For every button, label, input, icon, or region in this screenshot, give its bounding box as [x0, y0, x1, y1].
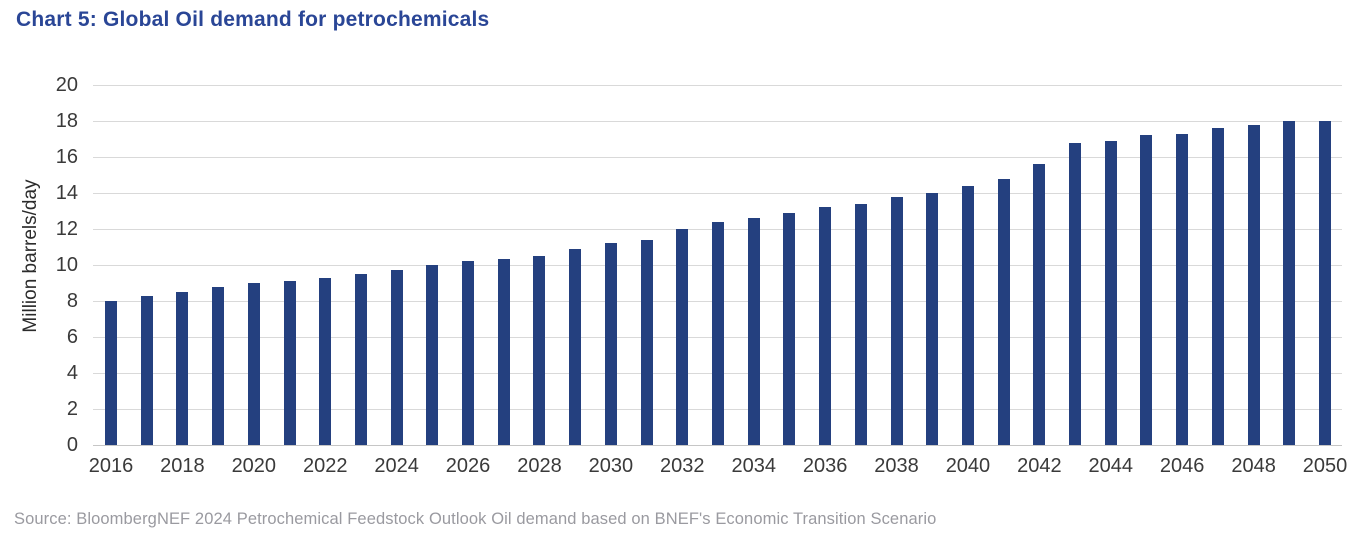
y-tick-label: 12	[55, 218, 78, 240]
bar-2016	[105, 301, 117, 445]
bar-2042	[1033, 164, 1046, 445]
bar-2020	[247, 283, 260, 445]
bar-2034	[747, 218, 760, 445]
x-tick-label: 2030	[588, 455, 634, 477]
bar-2023	[354, 274, 367, 445]
gridline	[93, 157, 1342, 158]
y-tick-label: 0	[66, 434, 78, 456]
bar-2040	[961, 185, 974, 445]
bar-2050	[1319, 121, 1331, 445]
bar-2038	[890, 196, 903, 445]
x-tick-label: 2016	[88, 455, 134, 477]
x-tick-label: 2050	[1302, 455, 1348, 477]
source-note: Source: BloombergNEF 2024 Petrochemical …	[14, 510, 937, 528]
x-tick-label: 2048	[1231, 455, 1276, 477]
bar-2041	[997, 178, 1010, 445]
bar-2047	[1211, 128, 1224, 445]
x-tick-label: 2046	[1159, 455, 1205, 477]
bar-2018	[176, 292, 189, 445]
bar-2026	[462, 261, 475, 445]
y-tick-label: 14	[55, 182, 78, 204]
y-tick-label: 8	[66, 290, 78, 312]
bar-2035	[783, 212, 796, 445]
y-tick-label: 6	[66, 326, 78, 348]
bar-2024	[390, 270, 403, 445]
bar-2025	[426, 265, 439, 445]
y-tick-label: 20	[55, 74, 78, 96]
gridline	[93, 121, 1342, 122]
x-tick-label: 2018	[160, 455, 205, 477]
bar-2039	[926, 193, 939, 445]
bar-2044	[1104, 140, 1117, 445]
x-axis-line	[93, 445, 1342, 446]
x-tick-label: 2036	[802, 455, 848, 477]
bar-2017	[140, 295, 153, 445]
chart-title: Chart 5: Global Oil demand for petrochem…	[16, 8, 490, 31]
y-tick-label: 4	[66, 362, 78, 384]
x-tick-label: 2044	[1088, 455, 1134, 477]
x-tick-label: 2034	[731, 455, 776, 477]
x-tick-label: 2020	[231, 455, 277, 477]
y-tick-label: 18	[55, 110, 78, 132]
bar-2046	[1176, 133, 1189, 445]
x-tick-label: 2042	[1017, 455, 1062, 477]
bar-2028	[533, 256, 546, 445]
y-tick-label: 2	[66, 398, 78, 420]
bar-2048	[1247, 124, 1260, 445]
bar-2022	[319, 277, 332, 445]
bar-2019	[212, 286, 225, 445]
bar-2037	[854, 203, 867, 445]
bar-2043	[1069, 142, 1082, 445]
x-tick-label: 2032	[660, 455, 705, 477]
x-tick-label: 2038	[874, 455, 919, 477]
x-tick-label: 2040	[945, 455, 991, 477]
x-tick-label: 2022	[302, 455, 348, 477]
bar-2036	[819, 207, 832, 445]
x-tick-label: 2024	[374, 455, 419, 477]
bar-2033	[712, 221, 724, 445]
y-tick-label: 10	[55, 254, 78, 276]
gridline	[93, 85, 1342, 86]
bar-2030	[604, 243, 617, 445]
bar-2031	[640, 239, 653, 445]
bar-2029	[569, 248, 582, 445]
bar-2032	[676, 229, 689, 445]
x-tick-label: 2026	[445, 455, 491, 477]
bar-2027	[497, 258, 510, 445]
x-tick-label: 2028	[517, 455, 562, 477]
gridline	[93, 193, 1342, 194]
y-tick-label: 16	[55, 146, 78, 168]
bar-2045	[1140, 135, 1153, 445]
bar-2021	[283, 281, 296, 445]
bar-2049	[1283, 121, 1296, 445]
